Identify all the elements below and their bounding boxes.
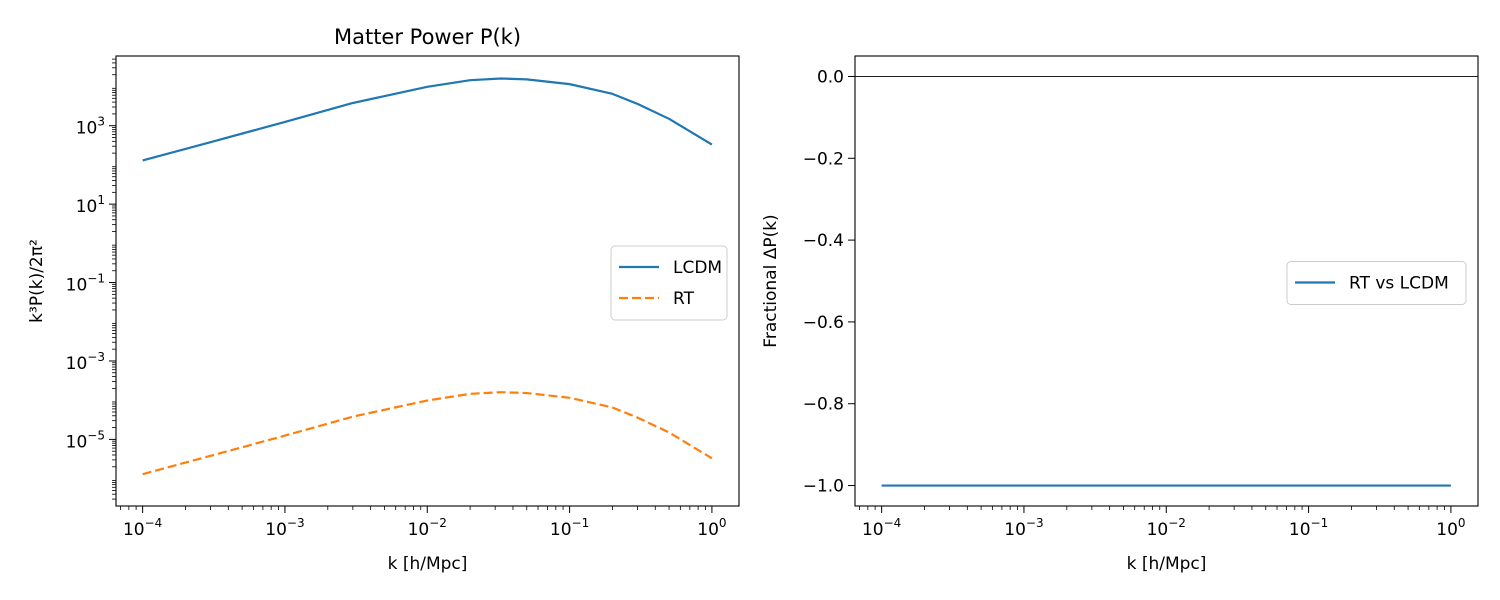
series-line-rt: [142, 391, 713, 476]
y-tick-base: 10: [66, 432, 88, 452]
y-tick-base: 10: [66, 276, 88, 296]
x-tick-exponent: −3: [1026, 516, 1044, 530]
y-tick-label: 10−3: [66, 350, 105, 374]
x-axis-label: k [h/Mpc]: [1127, 554, 1207, 574]
legend-entry: LCDM: [673, 258, 722, 278]
y-tick-label: −0.4: [803, 231, 844, 251]
x-tick-exponent: −2: [1168, 516, 1186, 530]
y-tick-label: −0.2: [803, 149, 844, 169]
series-line-lcdm: [142, 77, 713, 162]
y-tick-label: −0.6: [803, 313, 844, 333]
y-tick-label: 10−5: [66, 428, 105, 452]
x-tick-exponent: −2: [429, 516, 447, 530]
x-tick-base: 10: [1436, 520, 1458, 540]
y-tick-exponent: −1: [87, 272, 105, 286]
x-tick-label: 10−2: [1147, 516, 1186, 540]
y-tick-exponent: −5: [87, 428, 105, 442]
x-tick-base: 10: [265, 520, 287, 540]
y-tick-label: 101: [76, 193, 105, 217]
x-tick-exponent: 0: [719, 516, 727, 530]
x-tick-base: 10: [862, 520, 884, 540]
x-tick-base: 10: [697, 520, 719, 540]
y-tick-base: 10: [76, 119, 98, 139]
y-axis-label: k³P(k)/2π²: [27, 239, 47, 323]
y-tick-exponent: 1: [97, 193, 105, 207]
x-tick-label: 10−3: [265, 516, 304, 540]
x-tick-label: 10−4: [123, 516, 162, 540]
y-tick-exponent: 3: [97, 115, 105, 129]
x-tick-exponent: −1: [1311, 516, 1329, 530]
x-tick-label: 10−2: [408, 516, 447, 540]
legend: RT vs LCDM: [1286, 261, 1467, 305]
legend-entry: RT: [673, 289, 695, 309]
y-tick-label: 10−1: [66, 272, 105, 296]
y-tick-label: −0.8: [803, 395, 844, 415]
y-tick-base: 10: [76, 197, 98, 217]
legend-box: [610, 245, 728, 321]
x-tick-base: 10: [1289, 520, 1311, 540]
y-tick-label: 103: [76, 115, 105, 139]
y-tick-label: −1.0: [803, 477, 844, 497]
y-tick-base: 10: [66, 354, 88, 374]
x-tick-base: 10: [123, 520, 145, 540]
x-tick-label: 10−3: [1004, 516, 1043, 540]
x-tick-exponent: −4: [884, 516, 902, 530]
legend-box: [1286, 261, 1467, 305]
x-tick-exponent: −3: [287, 516, 305, 530]
x-tick-exponent: −1: [572, 516, 590, 530]
x-tick-base: 10: [408, 520, 430, 540]
x-tick-base: 10: [1004, 520, 1026, 540]
legend: LCDM RT: [610, 245, 728, 321]
y-tick-label: 0.0: [817, 67, 844, 87]
legend-entry: RT vs LCDM: [1349, 274, 1449, 294]
y-axis-label: Fractional ΔP(k): [761, 214, 781, 347]
x-tick-base: 10: [550, 520, 572, 540]
x-tick-label: 10−1: [550, 516, 589, 540]
fractional-difference-panel: 10−4 10−3 10−2 10−1 1000.0−0.2−0.4−0.6−0.8−1…: [761, 55, 1479, 574]
x-tick-base: 10: [1147, 520, 1169, 540]
x-tick-label: 10−4: [862, 516, 901, 540]
y-tick-exponent: −3: [87, 350, 105, 364]
x-tick-label: 100: [697, 516, 726, 540]
x-tick-exponent: 0: [1458, 516, 1466, 530]
chart-title: Matter Power P(k): [334, 25, 521, 49]
x-axis-label: k [h/Mpc]: [388, 554, 468, 574]
x-tick-label: 10−1: [1289, 516, 1328, 540]
plot-area: [142, 77, 713, 476]
x-tick-label: 100: [1436, 516, 1465, 540]
x-tick-exponent: −4: [145, 516, 163, 530]
